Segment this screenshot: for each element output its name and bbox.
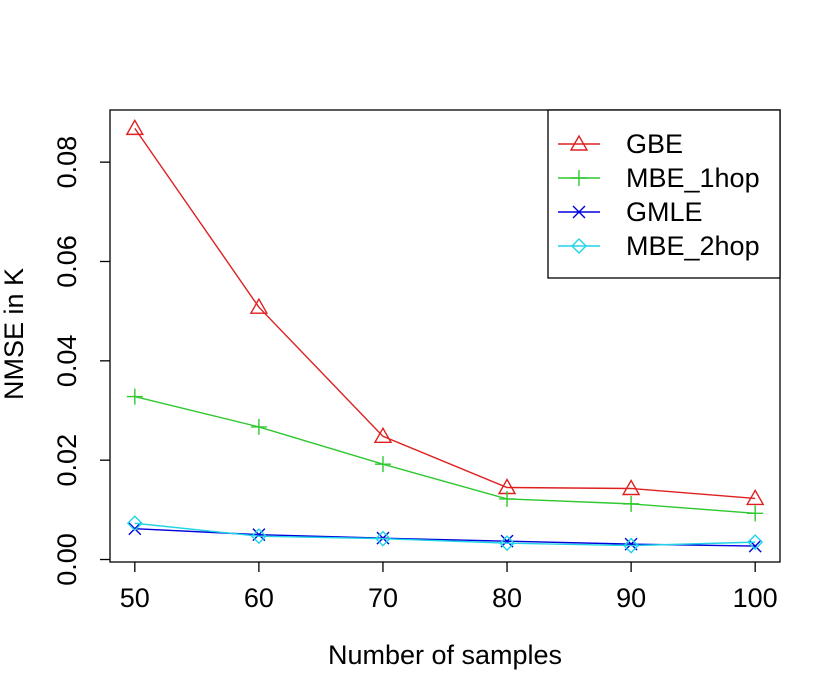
data-point bbox=[623, 537, 640, 554]
y-tick-label: 0.04 bbox=[52, 335, 82, 388]
data-point bbox=[374, 530, 391, 547]
legend-label: MBE_1hop bbox=[626, 163, 760, 193]
x-tick-label: 60 bbox=[244, 583, 274, 613]
data-point bbox=[499, 535, 516, 552]
legend-marker bbox=[571, 238, 587, 254]
y-tick-label: 0.00 bbox=[52, 533, 82, 586]
series-line bbox=[134, 127, 756, 500]
data-point bbox=[126, 515, 143, 532]
legend-marker bbox=[569, 134, 589, 151]
data-point bbox=[623, 495, 640, 512]
y-axis-label: NMSE in K bbox=[0, 268, 29, 400]
series-line bbox=[134, 522, 756, 547]
legend-item: MBE_2hop bbox=[558, 231, 760, 261]
data-point bbox=[249, 297, 269, 314]
plot-frame bbox=[109, 109, 781, 563]
x-axis: 50 60 70 80 90 100 bbox=[120, 562, 778, 613]
y-tick-label: 0.08 bbox=[52, 136, 82, 189]
legend-item: GBE bbox=[558, 129, 683, 159]
legend-marker bbox=[571, 170, 587, 186]
x-tick-label: 80 bbox=[492, 583, 522, 613]
data-point bbox=[125, 118, 145, 136]
plot-area bbox=[109, 109, 781, 563]
series-mbe-1hop bbox=[126, 388, 764, 522]
x-tick-label: 100 bbox=[733, 583, 778, 613]
x-axis-label: Number of samples bbox=[328, 640, 562, 670]
y-axis: 0.00 0.02 0.04 0.06 0.08 bbox=[52, 136, 110, 586]
data-point bbox=[621, 479, 641, 496]
series-mbe-2hop bbox=[126, 515, 764, 554]
data-point bbox=[499, 490, 516, 507]
x-tick-label: 70 bbox=[368, 583, 398, 613]
legend-item: MBE_1hop bbox=[558, 163, 760, 193]
data-point bbox=[374, 456, 391, 473]
data-point bbox=[747, 534, 764, 551]
series-gbe bbox=[125, 118, 765, 506]
data-point bbox=[128, 522, 142, 536]
data-point bbox=[747, 505, 764, 522]
x-tick-label: 90 bbox=[616, 583, 646, 613]
data-point bbox=[126, 388, 143, 405]
y-tick-label: 0.06 bbox=[52, 235, 82, 288]
data-point bbox=[250, 418, 267, 435]
legend: GBE MBE_1hop GMLE MBE_2hop bbox=[547, 109, 781, 279]
legend-label: MBE_2hop bbox=[626, 231, 760, 261]
legend-label: GBE bbox=[626, 129, 683, 159]
data-point bbox=[373, 426, 393, 444]
legend-marker bbox=[572, 205, 586, 219]
data-point bbox=[745, 489, 765, 506]
legend-item: GMLE bbox=[558, 197, 703, 227]
data-point bbox=[250, 528, 267, 545]
y-tick-label: 0.02 bbox=[52, 434, 82, 487]
x-tick-label: 50 bbox=[120, 583, 150, 613]
legend-box bbox=[547, 109, 781, 279]
legend-label: GMLE bbox=[626, 197, 703, 227]
series-line bbox=[134, 395, 756, 515]
